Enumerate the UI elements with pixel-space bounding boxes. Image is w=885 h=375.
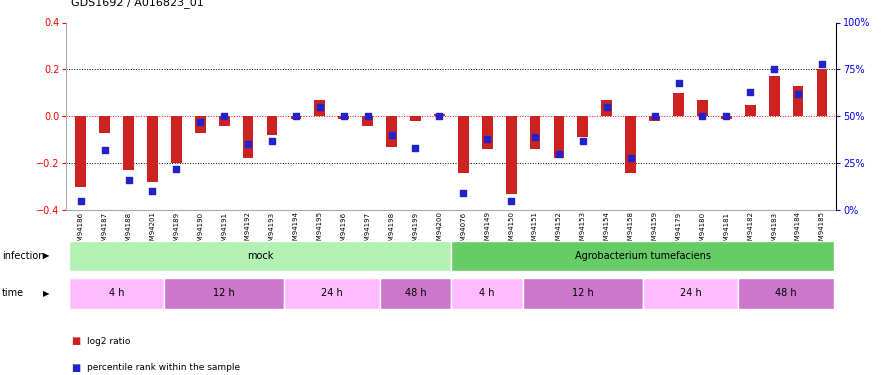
Bar [451, 278, 523, 309]
Point [481, 136, 495, 142]
Bar [451, 241, 834, 271]
Point [504, 198, 519, 204]
Text: 24 h: 24 h [321, 288, 342, 298]
Point [73, 198, 88, 204]
Point [432, 113, 446, 119]
Bar [147, 116, 158, 182]
Bar [673, 93, 684, 116]
Bar [219, 116, 229, 126]
Bar [338, 116, 349, 118]
Point [815, 61, 829, 67]
Bar [290, 116, 301, 118]
Text: 4 h: 4 h [480, 288, 495, 298]
Point [767, 66, 781, 72]
Bar [650, 116, 660, 121]
Bar [602, 100, 612, 116]
Bar [643, 278, 738, 309]
Point [408, 145, 422, 151]
Bar [481, 116, 493, 149]
Point [169, 166, 183, 172]
Bar [697, 100, 708, 116]
Text: ▶: ▶ [42, 289, 49, 298]
Bar [745, 105, 756, 116]
Bar [171, 116, 181, 163]
Point [696, 113, 710, 119]
Bar [380, 278, 451, 309]
Bar [123, 116, 134, 170]
Text: 48 h: 48 h [775, 288, 796, 298]
Bar [626, 116, 636, 172]
Text: percentile rank within the sample: percentile rank within the sample [87, 363, 240, 372]
Bar [738, 278, 834, 309]
Bar [793, 86, 804, 116]
Text: 12 h: 12 h [572, 288, 594, 298]
Point [552, 151, 566, 157]
Bar [362, 116, 373, 126]
Bar [69, 241, 451, 271]
Text: 48 h: 48 h [404, 288, 427, 298]
Point [265, 138, 279, 144]
Bar [578, 116, 589, 137]
Bar [165, 278, 284, 309]
Point [720, 113, 734, 119]
Point [217, 113, 231, 119]
Point [384, 132, 398, 138]
Text: 4 h: 4 h [109, 288, 124, 298]
Bar [410, 116, 421, 121]
Bar [386, 116, 397, 147]
Point [672, 80, 686, 86]
Bar [266, 116, 277, 135]
Point [528, 134, 543, 140]
Text: mock: mock [247, 251, 273, 261]
Bar [284, 278, 380, 309]
Point [241, 141, 255, 147]
Point [791, 91, 805, 97]
Point [624, 154, 638, 160]
Bar [195, 116, 205, 133]
Point [457, 190, 471, 196]
Point [600, 104, 614, 110]
Bar [529, 116, 541, 149]
Text: log2 ratio: log2 ratio [87, 337, 130, 346]
Text: 24 h: 24 h [680, 288, 701, 298]
Bar [434, 114, 445, 116]
Point [743, 89, 758, 95]
Text: ■: ■ [71, 363, 80, 372]
Point [193, 119, 207, 125]
Point [360, 113, 374, 119]
Bar [242, 116, 253, 158]
Bar [523, 278, 643, 309]
Point [97, 147, 112, 153]
Bar [769, 76, 780, 116]
Bar [75, 116, 86, 187]
Text: ■: ■ [71, 336, 80, 346]
Point [336, 113, 350, 119]
Text: 12 h: 12 h [213, 288, 235, 298]
Bar [721, 116, 732, 118]
Point [121, 177, 135, 183]
Point [576, 138, 590, 144]
Text: GDS1692 / A016823_01: GDS1692 / A016823_01 [71, 0, 204, 8]
Point [648, 113, 662, 119]
Text: infection: infection [2, 251, 44, 261]
Bar [505, 116, 517, 194]
Bar [554, 116, 565, 158]
Text: Agrobacterium tumefaciens: Agrobacterium tumefaciens [574, 251, 711, 261]
Bar [314, 100, 325, 116]
Point [145, 188, 159, 194]
Point [289, 113, 303, 119]
Bar [99, 116, 110, 133]
Bar [817, 69, 827, 116]
Text: time: time [2, 288, 24, 298]
Point [312, 104, 327, 110]
Text: ▶: ▶ [42, 251, 49, 260]
Bar [69, 278, 165, 309]
Bar [458, 116, 469, 172]
